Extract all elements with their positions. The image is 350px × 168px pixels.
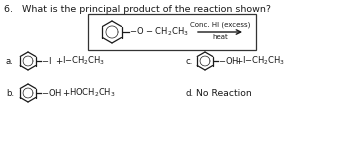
- Text: d.: d.: [185, 89, 193, 97]
- Bar: [88, 14, 256, 50]
- Text: heat: heat: [212, 34, 228, 40]
- Text: HOCH$_2$CH$_3$: HOCH$_2$CH$_3$: [69, 87, 116, 99]
- Text: a.: a.: [6, 56, 14, 66]
- Text: $-$OH: $-$OH: [41, 88, 62, 98]
- Text: $-$O $-$ CH$_2$CH$_3$: $-$O $-$ CH$_2$CH$_3$: [129, 26, 189, 38]
- Text: No Reaction: No Reaction: [196, 89, 252, 97]
- Text: 6.   What is the principal product of the reaction shown?: 6. What is the principal product of the …: [4, 5, 271, 14]
- Text: Conc. HI (excess): Conc. HI (excess): [190, 22, 250, 28]
- Text: $-$OH: $-$OH: [218, 55, 239, 67]
- Text: +: +: [235, 56, 242, 66]
- Text: +: +: [55, 56, 62, 66]
- Text: $-$I: $-$I: [41, 55, 52, 67]
- Text: +: +: [62, 89, 69, 97]
- Text: I$-$CH$_2$CH$_3$: I$-$CH$_2$CH$_3$: [62, 55, 105, 67]
- Text: b.: b.: [6, 89, 14, 97]
- Text: I$-$CH$_2$CH$_3$: I$-$CH$_2$CH$_3$: [242, 55, 285, 67]
- Text: c.: c.: [185, 56, 192, 66]
